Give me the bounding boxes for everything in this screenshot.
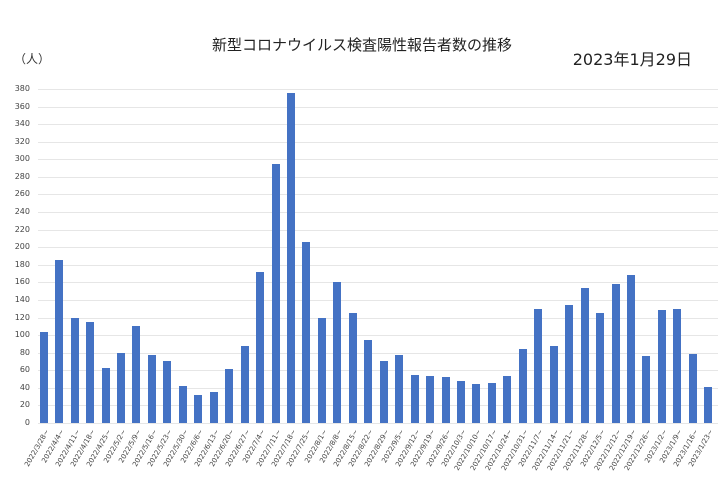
bar (379, 361, 388, 423)
bar (410, 374, 419, 423)
bar (395, 355, 404, 423)
bar (194, 394, 203, 423)
gridline (38, 229, 718, 231)
y-tick-label: 40 (19, 382, 30, 392)
bar (441, 377, 450, 423)
gridline (38, 405, 718, 407)
gridline (38, 264, 718, 266)
bar (86, 321, 95, 423)
bar (55, 260, 64, 423)
bar (487, 382, 496, 423)
gridline (38, 282, 718, 284)
y-tick-label: 380 (14, 84, 30, 93)
bar (317, 317, 326, 423)
y-tick-label: 360 (14, 101, 30, 111)
gridline (38, 317, 718, 319)
bar (565, 305, 574, 423)
bar (333, 281, 342, 423)
gridline (38, 141, 718, 143)
bar (147, 355, 156, 423)
y-tick-label: 140 (14, 294, 30, 304)
gridline (38, 124, 718, 126)
bar (627, 275, 635, 423)
y-tick-label: 260 (14, 189, 30, 199)
y-tick-label: 220 (14, 224, 30, 234)
chart-title: 新型コロナウイルス検査陽性報告者数の推移 (211, 36, 512, 54)
bar (673, 308, 682, 423)
bar (256, 271, 265, 423)
y-tick-label: 100 (14, 330, 30, 340)
y-tick-label: 180 (14, 259, 30, 269)
bar (101, 367, 110, 423)
bar (518, 349, 527, 423)
y-tick-label: 20 (19, 400, 30, 410)
y-tick-label: 80 (19, 347, 30, 357)
bar (348, 313, 357, 423)
bar (503, 375, 512, 423)
bar (596, 313, 605, 423)
bar (39, 331, 48, 423)
gridline (38, 299, 718, 301)
y-tick-label: 0 (24, 418, 30, 427)
bar (240, 345, 249, 423)
report-date: 2023年1月29日 (572, 50, 692, 69)
gridline (38, 176, 718, 178)
bar (271, 163, 280, 423)
gridline (38, 194, 718, 196)
gridline (38, 352, 718, 354)
bar (364, 340, 373, 423)
bar (688, 353, 697, 423)
y-tick-label: 280 (14, 171, 30, 181)
gridline (38, 106, 718, 108)
bar (132, 326, 141, 423)
y-tick-label: 240 (14, 207, 30, 217)
bar (704, 386, 713, 423)
bar (642, 356, 651, 423)
bar (534, 308, 543, 423)
bar (117, 352, 125, 423)
y-axis-unit: （人） (14, 52, 51, 66)
gridline (38, 247, 718, 249)
y-tick-label: 160 (14, 277, 30, 287)
y-tick-label: 320 (14, 136, 30, 146)
bar (287, 93, 295, 423)
bar (302, 241, 311, 423)
gridline (38, 89, 718, 90)
bar (70, 317, 79, 423)
gridline (38, 370, 718, 372)
bar (657, 309, 666, 423)
bar (426, 375, 435, 423)
gridline (38, 423, 718, 424)
y-tick-label: 300 (14, 154, 30, 164)
y-tick-label: 340 (14, 119, 30, 129)
bar (457, 380, 465, 423)
bar (209, 392, 218, 423)
bar (580, 287, 589, 423)
y-tick-label: 120 (14, 312, 30, 322)
bar (178, 386, 187, 423)
gridline (38, 159, 718, 161)
bar (225, 369, 234, 423)
bar (549, 345, 558, 423)
y-tick-label: 60 (19, 365, 30, 375)
gridline (38, 335, 718, 337)
bar (163, 361, 172, 423)
y-tick-label: 200 (14, 242, 30, 252)
plot-area: 0 20 40 60 80 100 120 140 160 180 200 220 240 260 280 3… (15, 84, 718, 427)
gridline (38, 387, 718, 389)
bar (472, 384, 481, 423)
bar (611, 284, 620, 423)
gridline (38, 212, 718, 214)
